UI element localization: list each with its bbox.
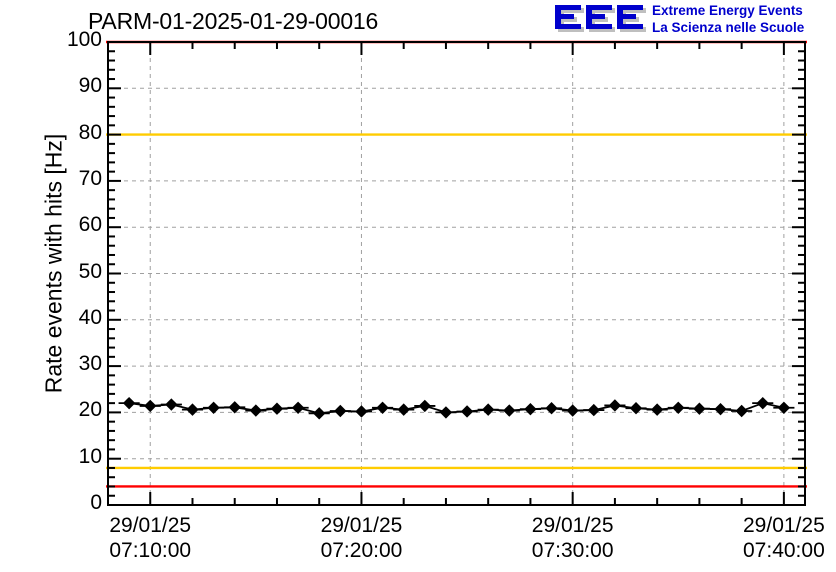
x-tick-label-date: 29/01/25 bbox=[109, 514, 192, 537]
data-point-marker bbox=[228, 401, 241, 414]
data-point-marker bbox=[291, 401, 305, 414]
data-point-marker bbox=[439, 406, 453, 419]
data-point-marker bbox=[270, 402, 284, 415]
data-point-marker bbox=[355, 405, 368, 418]
eee-logo-text: Extreme Energy Events La Scienza nelle S… bbox=[652, 3, 804, 36]
x-tick-label-time: 07:40:00 bbox=[743, 539, 825, 562]
data-point-marker bbox=[165, 398, 178, 411]
axis-ticks bbox=[107, 41, 805, 506]
data-series bbox=[118, 396, 795, 420]
x-tick-label-time: 07:10:00 bbox=[109, 539, 192, 562]
y-tick-label: 30 bbox=[78, 352, 102, 376]
x-tick-label-time: 07:30:00 bbox=[531, 539, 614, 562]
data-point-marker bbox=[756, 396, 769, 410]
x-tick-label: 29/01/25 07:40:00 bbox=[709, 513, 836, 563]
data-point-marker bbox=[144, 399, 157, 413]
y-tick-label: 70 bbox=[78, 166, 102, 190]
data-point-marker bbox=[503, 404, 516, 417]
data-point-marker bbox=[608, 399, 622, 412]
threshold-lines bbox=[106, 40, 807, 488]
data-point-marker bbox=[397, 403, 410, 416]
data-point-marker bbox=[735, 404, 748, 418]
y-tick-label: 10 bbox=[78, 444, 102, 468]
data-point-marker bbox=[545, 402, 558, 415]
y-tick-label: 40 bbox=[78, 305, 102, 329]
eee-logo-line1: Extreme Energy Events bbox=[652, 3, 803, 18]
y-tick-label: 100 bbox=[66, 28, 102, 51]
data-point-marker bbox=[376, 401, 389, 414]
y-tick-label: 50 bbox=[78, 259, 102, 283]
x-tick-label-time: 07:20:00 bbox=[320, 539, 403, 562]
y-tick-label: 90 bbox=[78, 74, 102, 98]
chart-title: PARM-01-2025-01-29-00016 bbox=[88, 8, 379, 34]
x-tick-label-date: 29/01/25 bbox=[531, 514, 614, 537]
data-point-marker bbox=[524, 402, 537, 416]
eee-logo: Extreme Energy Events La Scienza nelle S… bbox=[534, 2, 830, 40]
data-point-marker bbox=[186, 403, 199, 416]
gridlines bbox=[108, 42, 805, 505]
data-point-marker bbox=[460, 405, 474, 418]
data-point-marker bbox=[587, 403, 600, 417]
x-tick-label: 29/01/25 07:10:00 bbox=[75, 513, 225, 563]
x-tick-label: 29/01/25 07:20:00 bbox=[286, 513, 436, 563]
y-tick-label: 20 bbox=[78, 398, 102, 422]
data-point-marker bbox=[566, 404, 579, 417]
eee-logo-line2: La Scienza nelle Scuole bbox=[652, 19, 805, 35]
data-point-marker bbox=[249, 404, 263, 417]
data-point-marker bbox=[207, 401, 220, 414]
data-point-marker bbox=[418, 399, 432, 413]
y-tick-label: 60 bbox=[78, 213, 102, 237]
x-tick-label-date: 29/01/25 bbox=[320, 514, 403, 537]
data-point-marker bbox=[650, 403, 664, 416]
data-point-marker bbox=[122, 396, 136, 410]
data-point-marker bbox=[334, 404, 347, 418]
eee-logo-mark bbox=[555, 5, 646, 32]
data-point-marker bbox=[777, 401, 791, 414]
data-point-marker bbox=[693, 402, 706, 415]
data-point-marker bbox=[313, 407, 326, 420]
data-point-marker bbox=[714, 402, 727, 416]
x-tick-label: 29/01/25 07:30:00 bbox=[498, 513, 648, 563]
y-tick-label: 0 bbox=[90, 491, 102, 514]
x-tick-label-date: 29/01/25 bbox=[743, 514, 825, 537]
y-tick-label: 80 bbox=[78, 120, 102, 144]
data-point-marker bbox=[629, 402, 643, 415]
data-point-marker bbox=[481, 403, 495, 416]
data-point-marker bbox=[672, 401, 685, 414]
